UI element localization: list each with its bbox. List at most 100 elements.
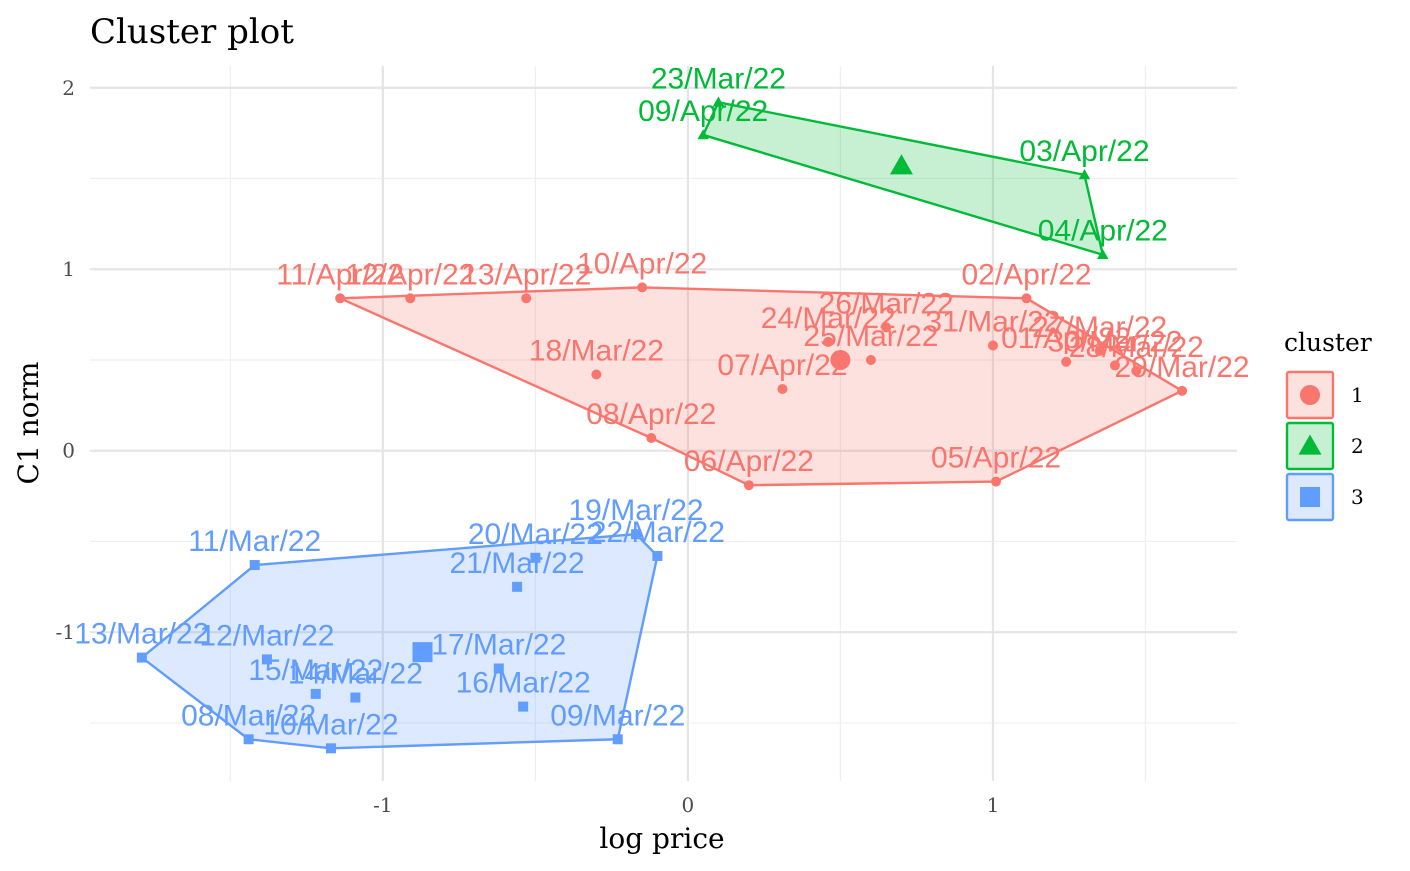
- point-label: 17/Mar/22: [431, 628, 566, 661]
- point-label: 23/Mar/22: [651, 62, 786, 95]
- cluster-1-point: [405, 293, 416, 304]
- cluster-3-point: [631, 529, 642, 540]
- point-label: 29/Mar/22: [1115, 351, 1250, 384]
- legend-label-2: 2: [1351, 434, 1364, 458]
- cluster-1-point: [1109, 360, 1120, 371]
- point-label: 13/Mar/22: [74, 618, 209, 651]
- point-label: 05/Apr/22: [931, 442, 1061, 475]
- legend-label-3: 3: [1351, 485, 1364, 509]
- point-label: 08/Apr/22: [586, 398, 716, 431]
- cluster-1-point: [743, 480, 754, 491]
- y-axis-title: C1 norm: [12, 362, 45, 485]
- point-label: 11/Apr/22: [276, 258, 404, 291]
- cluster-1-point: [521, 293, 532, 304]
- point-label: 09/Apr/22: [638, 95, 768, 128]
- cluster-3-center: [412, 642, 433, 663]
- point-label: 13/Apr/22: [461, 258, 591, 291]
- point-label: 28/Mar/22: [1069, 331, 1204, 364]
- y-tick-label: 1: [62, 257, 75, 281]
- cluster-1-point: [991, 476, 1002, 487]
- point-label: 20/Mar/22: [468, 518, 603, 551]
- y-axis-ticks: -1 0 1 2: [56, 76, 75, 644]
- cluster-3-hull: [140, 532, 659, 750]
- cluster-1-point: [987, 340, 998, 351]
- point-label: 02/Apr/22: [961, 258, 1091, 291]
- cluster-3-point: [136, 652, 147, 663]
- cluster-1-hull: [338, 286, 1184, 487]
- y-tick-label: 0: [62, 439, 75, 463]
- cluster-1-point: [646, 433, 657, 444]
- point-label: 09/Mar/22: [550, 699, 685, 732]
- point-label: 11/Mar/22: [188, 525, 321, 558]
- point-label: 12/Mar/22: [199, 619, 334, 652]
- cluster-3-point: [493, 663, 504, 674]
- y-tick-label: 2: [62, 76, 75, 100]
- point-label: 27/Mar/22: [1032, 311, 1167, 344]
- point-label: 10/Mar/22: [263, 708, 398, 741]
- point-label: 16/Mar/22: [456, 667, 591, 700]
- point-label: 24/Mar/22: [761, 302, 896, 335]
- point-label: 30/Mar/22: [1047, 325, 1182, 358]
- legend: cluster 1 2 3: [1284, 328, 1372, 522]
- cluster-3-point: [350, 692, 361, 703]
- point-label: 01/Apr/22: [1001, 322, 1131, 355]
- cluster-1-point: [865, 354, 876, 365]
- cluster-3-point: [243, 734, 254, 745]
- cluster-1-point: [1094, 345, 1105, 356]
- cluster-hulls: [140, 101, 1184, 750]
- point-label: 10/Apr/22: [577, 247, 707, 280]
- x-tick-label: -1: [373, 793, 392, 817]
- cluster-3-point: [652, 550, 663, 561]
- point-label: 21/Mar/22: [450, 547, 585, 580]
- point-label: 12/Apr/22: [345, 258, 475, 291]
- cluster-2-point: [1097, 248, 1109, 260]
- x-axis-ticks: -1 0 1: [373, 793, 999, 817]
- legend-marker-2: [1298, 434, 1322, 455]
- cluster-1-point: [1021, 293, 1032, 304]
- legend-title: cluster: [1284, 328, 1372, 357]
- cluster-centers: [412, 154, 913, 663]
- point-label: 08/Mar/22: [181, 699, 316, 732]
- x-tick-label: 0: [682, 793, 695, 817]
- cluster-3-point: [612, 734, 623, 745]
- cluster-1-point: [1131, 365, 1142, 376]
- point-label: 04/Apr/22: [1038, 215, 1168, 248]
- cluster-3-point: [261, 654, 272, 665]
- cluster-2-point: [1078, 169, 1091, 180]
- cluster-3-point: [249, 560, 260, 571]
- cluster-3-point: [530, 552, 541, 563]
- cluster-3-point: [518, 701, 529, 712]
- point-label: 15/Mar/22: [248, 654, 383, 687]
- cluster-1-point: [777, 384, 788, 395]
- x-tick-label: 1: [987, 793, 1000, 817]
- cluster-3-point: [512, 581, 523, 592]
- y-tick-label: -1: [56, 620, 75, 644]
- cluster-3-point: [325, 743, 336, 754]
- cluster-1-point: [1177, 385, 1188, 396]
- cluster-1-point: [591, 369, 602, 380]
- grid: [90, 66, 1237, 781]
- cluster-1-point: [335, 293, 346, 304]
- point-label: 06/Apr/22: [684, 445, 814, 478]
- cluster-2-point: [697, 129, 709, 140]
- cluster-1-point: [881, 322, 892, 333]
- cluster-3-point: [310, 688, 321, 699]
- point-label: 03/Apr/22: [1019, 135, 1149, 168]
- legend-marker-3: [1300, 487, 1320, 507]
- point-label: 19/Mar/22: [569, 494, 704, 527]
- point-label: 31/Mar/22: [925, 305, 1060, 338]
- cluster-1-center: [830, 349, 851, 370]
- point-label: 26/Mar/22: [819, 287, 954, 320]
- chart-title: Cluster plot: [90, 12, 294, 52]
- cluster-1-point: [637, 282, 648, 293]
- cluster-1-point: [1061, 356, 1072, 367]
- cluster-1-point: [823, 336, 834, 347]
- point-label: 18/Mar/22: [529, 335, 664, 368]
- point-label: 22/Mar/22: [590, 516, 725, 549]
- cluster-2-center: [889, 154, 913, 175]
- point-label: 14/Mar/22: [288, 658, 423, 691]
- point-label: 25/Mar/22: [803, 320, 938, 353]
- data-points: [136, 96, 1188, 754]
